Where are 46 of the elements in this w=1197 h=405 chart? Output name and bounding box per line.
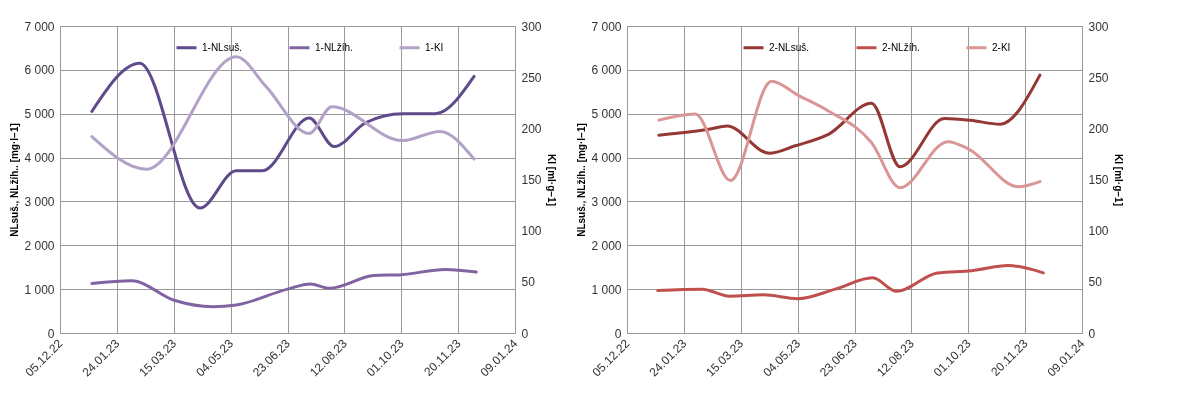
- line-series: [657, 73, 1042, 169]
- y-tick-label: 4 000: [591, 151, 622, 166]
- legend-label: 2-NLžíh.: [882, 41, 920, 53]
- legend-label: 2-KI: [992, 41, 1011, 53]
- y-tick-label: 0: [47, 326, 55, 341]
- y-tick-label: 2 000: [24, 238, 55, 253]
- y2-tick-label: 50: [521, 275, 536, 290]
- y-tick-label: 3 000: [24, 194, 55, 209]
- y2-axis-title: KI [ml·g−1]: [545, 154, 557, 206]
- y2-tick-label: 200: [1088, 121, 1109, 136]
- y-tick-label: 7 000: [24, 19, 55, 34]
- legend-label: 2-NLsuš.: [769, 41, 810, 53]
- y-tick-label: 7 000: [591, 19, 622, 34]
- y2-tick-label: 250: [521, 70, 542, 85]
- y2-tick-label: 100: [1088, 224, 1109, 239]
- line-series: [657, 79, 1042, 190]
- y-tick-label: 6 000: [24, 63, 55, 78]
- y-tick-label: 6 000: [591, 63, 622, 78]
- y-axis-title: NLsuš., NLžíh.. [mg·l−1]: [9, 123, 21, 237]
- line-series: [90, 55, 476, 171]
- y-tick-label: 4 000: [24, 151, 55, 166]
- y2-tick-label: 150: [521, 173, 542, 187]
- y2-tick-label: 100: [521, 224, 542, 239]
- legend-label: 1-KI: [425, 41, 444, 53]
- y2-tick-label: 300: [1088, 19, 1109, 34]
- legend-label: 1-NLsuš.: [202, 41, 243, 53]
- y2-tick-label: 200: [521, 121, 542, 136]
- legend-label: 1-NLžíh.: [315, 41, 353, 53]
- y-axis-title: NLsuš., NLžíh.. [mg·l−1]: [576, 123, 588, 237]
- y2-tick-label: 0: [1088, 326, 1096, 341]
- y-tick-label: 1 000: [591, 282, 622, 297]
- y-tick-label: 2 000: [591, 238, 622, 253]
- y-tick-label: 3 000: [591, 194, 622, 209]
- y2-tick-label: 50: [1088, 275, 1103, 290]
- y-tick-label: 5 000: [24, 107, 55, 122]
- y2-axis-title: KI [ml·g−1]: [1112, 154, 1124, 206]
- y-tick-label: 5 000: [591, 107, 622, 122]
- line-series: [90, 267, 478, 309]
- y-tick-label: 1 000: [24, 282, 55, 297]
- y2-tick-label: 250: [1088, 70, 1109, 85]
- y2-tick-label: 150: [1088, 173, 1109, 187]
- line-series: [656, 263, 1045, 301]
- y2-tick-label: 0: [521, 326, 529, 341]
- y-tick-label: 0: [614, 326, 622, 341]
- line-series: [90, 61, 476, 210]
- y2-tick-label: 300: [521, 19, 542, 34]
